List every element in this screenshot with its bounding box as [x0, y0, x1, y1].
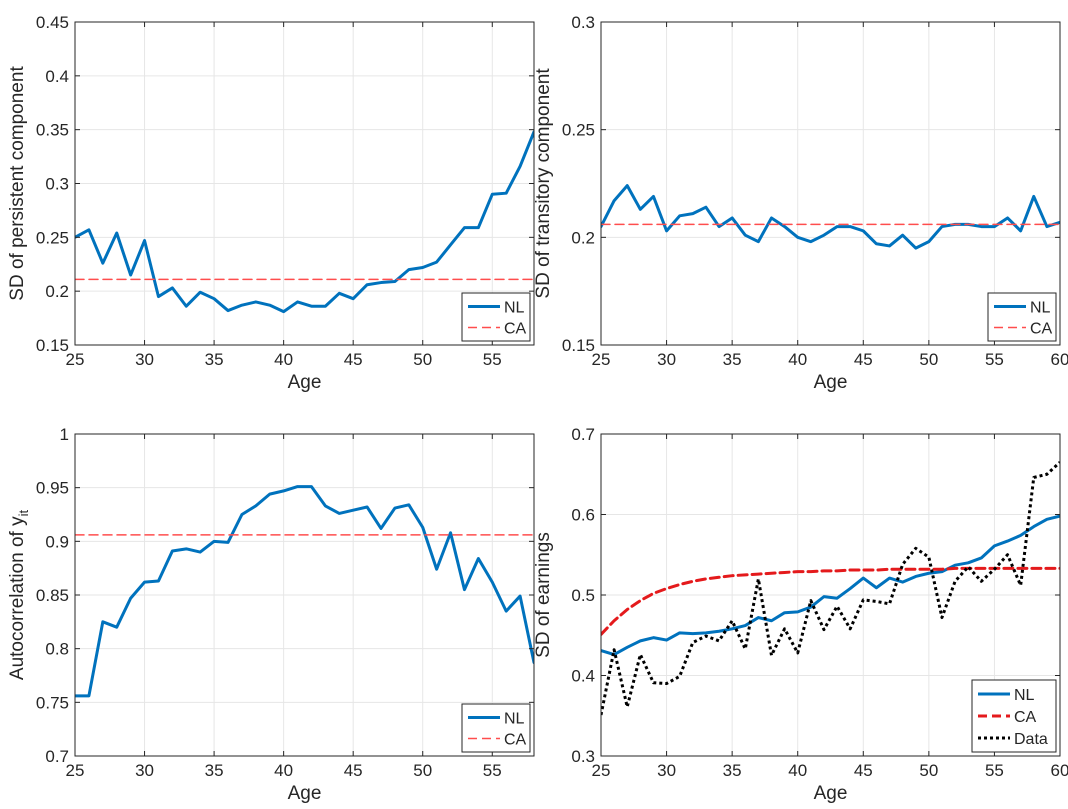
x-tick-label: 30	[135, 350, 154, 369]
y-axis-label: SD of persistent component	[7, 66, 28, 301]
y-tick-label: 0.85	[36, 586, 69, 605]
legend-label-nl: NL	[1030, 300, 1051, 317]
x-tick-label: 45	[344, 761, 363, 780]
legend-box	[987, 292, 1057, 342]
legend-label-data: Data	[1014, 731, 1048, 748]
series-group	[75, 485, 534, 698]
subplot-1: 25 30 35 40 45 50 55 0.15 0.2 0.25 0.3 0.35 0.4 0.45 A…	[7, 13, 535, 393]
x-tick-label: 30	[135, 761, 154, 780]
y-axis-label: SD of transitory component	[533, 68, 554, 299]
series-group	[601, 184, 1060, 250]
series-group	[75, 130, 534, 314]
x-tick-label: 35	[723, 761, 742, 780]
series-line-nl	[601, 184, 1060, 250]
x-tick-label: 45	[854, 761, 873, 780]
x-tick-label: 40	[788, 350, 807, 369]
legend-label-nl: NL	[1014, 687, 1035, 704]
x-axis-label: Age	[814, 372, 848, 393]
legend-label-ca: CA	[1030, 321, 1053, 338]
x-tick-label: 60	[1051, 761, 1068, 780]
x-tick-label: 45	[344, 350, 363, 369]
x-tick-label: 35	[723, 350, 742, 369]
x-tick-label: 30	[657, 350, 676, 369]
y-axis-label-subscript: it	[16, 510, 31, 517]
x-tick-label: 35	[205, 761, 224, 780]
y-tick-label: 0.15	[562, 336, 595, 355]
series-line-ca	[601, 566, 1060, 636]
y-tick-label: 0.35	[36, 121, 69, 140]
y-tick-label: 0.75	[36, 693, 69, 712]
x-tick-label: 55	[483, 761, 502, 780]
y-tick-label: 0.2	[45, 282, 69, 301]
axes-box	[600, 21, 1061, 346]
x-tick-label: 55	[985, 350, 1004, 369]
y-tick-label: 0.15	[36, 336, 69, 355]
x-tick-label: 25	[66, 761, 85, 780]
y-tick-label: 0.3	[571, 747, 595, 766]
series-line-nl	[75, 130, 534, 314]
y-tick-label: 0.7	[571, 425, 595, 444]
x-tick-label: 50	[413, 761, 432, 780]
legend: NL CA	[461, 292, 531, 342]
series-line-nl	[601, 514, 1060, 657]
legend: NL CA	[987, 292, 1057, 342]
y-tick-label: 0.3	[571, 13, 595, 32]
series-line-data	[601, 461, 1060, 716]
series-group	[601, 461, 1060, 716]
x-tick-label: 25	[66, 350, 85, 369]
subplot-3: 25 30 35 40 45 50 55 0.7 0.75 0.8 0.85 0.9 0.95 1 Age A…	[7, 425, 535, 804]
legend-box	[461, 292, 531, 342]
y-tick-label: 0.7	[45, 747, 69, 766]
legend-label-nl: NL	[504, 711, 525, 728]
x-tick-label: 50	[919, 761, 938, 780]
y-axis-label-text: SD of persistent component	[7, 66, 28, 301]
x-tick-label: 50	[413, 350, 432, 369]
y-axis-label-text: Autocorrelation of y	[7, 516, 28, 680]
series-line-nl	[75, 485, 534, 698]
y-tick-label: 0.3	[45, 175, 69, 194]
x-tick-label: 55	[985, 761, 1004, 780]
subplot-2: 25 30 35 40 45 50 55 60 0.15 0.2 0.25 0.3 Age SD of t…	[533, 13, 1068, 393]
y-tick-label: 0.25	[36, 228, 69, 247]
legend-box	[461, 703, 531, 753]
x-tick-label: 50	[919, 350, 938, 369]
legend: NL CA Data	[971, 679, 1057, 753]
y-tick-label: 0.4	[571, 667, 595, 686]
x-tick-label: 40	[788, 761, 807, 780]
y-tick-label: 0.4	[45, 67, 69, 86]
x-tick-label: 40	[274, 350, 293, 369]
x-tick-label: 55	[483, 350, 502, 369]
y-tick-label: 0.8	[45, 640, 69, 659]
x-tick-label: 35	[205, 350, 224, 369]
y-tick-label: 0.2	[571, 228, 595, 247]
x-axis-label: Age	[288, 783, 322, 804]
x-axis-label: Age	[288, 372, 322, 393]
y-axis-label: SD of earnings	[533, 532, 554, 658]
x-tick-label: 30	[657, 761, 676, 780]
y-tick-label: 0.25	[562, 121, 595, 140]
y-axis-label: Autocorrelation of yit	[7, 510, 31, 681]
x-axis-label: Age	[814, 783, 848, 804]
legend-label-ca: CA	[504, 321, 527, 338]
y-tick-label: 1	[60, 425, 69, 444]
x-tick-label: 25	[592, 761, 611, 780]
y-axis-label-text: SD of transitory component	[533, 68, 554, 299]
x-tick-label: 45	[854, 350, 873, 369]
legend-label-ca: CA	[504, 732, 527, 749]
y-tick-label: 0.9	[45, 532, 69, 551]
y-tick-label: 0.45	[36, 13, 69, 32]
y-axis-label-text: SD of earnings	[533, 532, 554, 658]
x-tick-label: 60	[1051, 350, 1068, 369]
legend: NL CA	[461, 703, 531, 753]
y-tick-label: 0.95	[36, 479, 69, 498]
y-tick-label: 0.6	[571, 506, 595, 525]
legend-label-ca: CA	[1014, 709, 1037, 726]
subplot-4: 25 30 35 40 45 50 55 60 0.3 0.4 0.5 0.6 0.7 Age SD of …	[533, 425, 1068, 804]
x-tick-label: 25	[592, 350, 611, 369]
legend-label-nl: NL	[504, 300, 525, 317]
x-tick-label: 40	[274, 761, 293, 780]
y-tick-label: 0.5	[571, 586, 595, 605]
